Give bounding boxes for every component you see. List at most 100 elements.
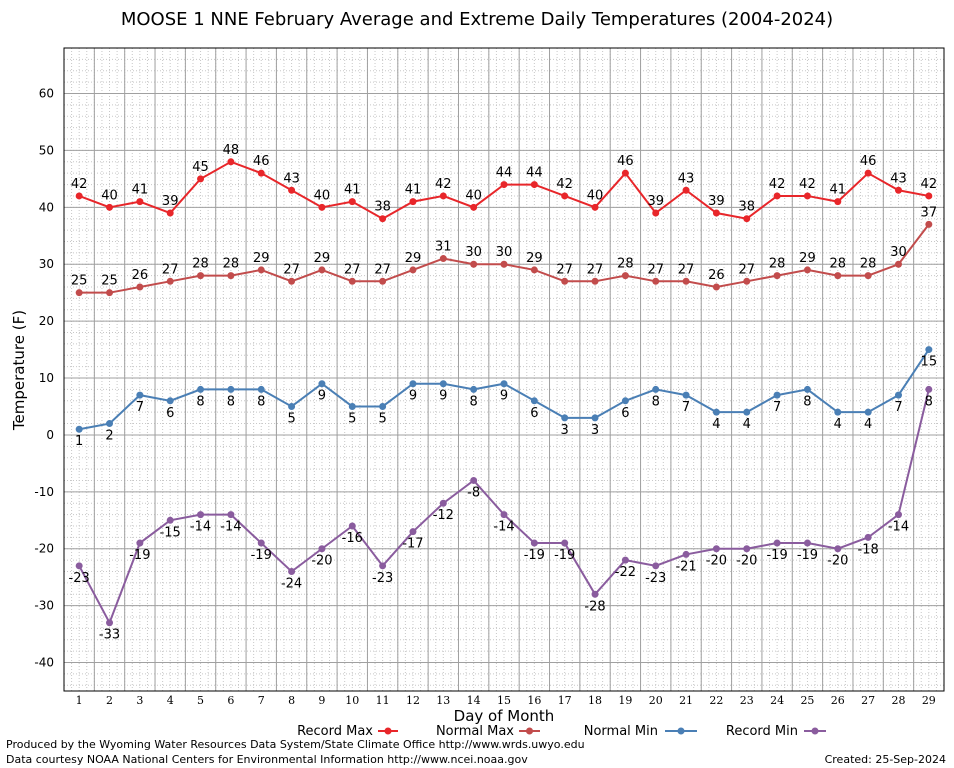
x-tick-label: 25: [800, 694, 814, 707]
data-label: 29: [253, 251, 270, 266]
data-label: 46: [860, 154, 877, 169]
data-label: 5: [378, 411, 386, 426]
data-label: -20: [736, 554, 757, 569]
data-point: [500, 511, 508, 519]
data-label: 30: [890, 245, 907, 260]
data-point: [348, 277, 356, 285]
x-tick-label: 18: [588, 694, 602, 707]
series-line: [78, 389, 930, 626]
data-point: [682, 186, 690, 194]
footer-data-courtesy: Data courtesy NOAA National Centers for …: [6, 753, 528, 766]
data-label: 42: [769, 177, 786, 192]
data-label: -19: [524, 548, 545, 563]
data-label: -15: [160, 525, 181, 540]
data-label: 3: [561, 423, 569, 438]
data-label: -18: [858, 542, 879, 557]
data-point: [379, 562, 387, 570]
data-point: [439, 255, 447, 263]
data-point: [803, 192, 811, 200]
data-label: -19: [251, 548, 272, 563]
data-point: [591, 414, 599, 422]
series-normal-min: 1 2 7 6 8 8 8 5 9 5 5 9 9 8 9 6 3 3 6 8 7 4 4 7 8 4 4 7 15: [75, 346, 937, 449]
chart-title: MOOSE 1 NNE February Average and Extreme…: [120, 9, 834, 30]
data-point: [166, 397, 174, 405]
data-point: [197, 511, 205, 519]
data-point: [530, 181, 538, 189]
legend-swatch-marker: [811, 727, 819, 735]
data-point: [621, 397, 629, 405]
data-label: 28: [860, 257, 877, 272]
data-point: [106, 619, 114, 627]
data-point: [166, 277, 174, 285]
data-point: [682, 277, 690, 285]
data-label: 8: [652, 394, 660, 409]
x-tick-label: 9: [318, 694, 325, 707]
data-point: [864, 169, 872, 177]
x-tick-label: 8: [288, 694, 295, 707]
data-point: [439, 192, 447, 200]
legend-swatch-marker: [677, 727, 685, 735]
series-record-max: 42 40 41 39 45 48 46 43 40 41 38 41 42 40 44 44 42 40 46 39…: [71, 143, 937, 223]
data-point: [470, 385, 478, 393]
x-tick-label: 3: [136, 694, 143, 707]
data-point: [379, 277, 387, 285]
data-label: 29: [526, 251, 543, 266]
y-tick-label: 40: [39, 200, 54, 214]
data-label: 26: [708, 268, 725, 283]
data-label: 26: [132, 268, 149, 283]
data-point: [743, 545, 751, 553]
x-axis-label: Day of Month: [454, 707, 555, 725]
legend-swatch-marker: [526, 727, 533, 735]
data-point: [288, 402, 296, 410]
y-tick-label: -20: [34, 542, 54, 556]
data-point: [470, 260, 478, 268]
data-label: 43: [678, 171, 695, 186]
data-point: [470, 203, 478, 211]
data-point: [561, 414, 569, 422]
data-point: [106, 420, 114, 428]
data-label: 37: [921, 205, 938, 220]
data-point: [864, 408, 872, 416]
data-point: [925, 192, 933, 200]
data-point: [561, 277, 569, 285]
data-point: [652, 209, 660, 217]
y-tick-label: -10: [34, 485, 54, 499]
data-label: -19: [554, 548, 575, 563]
data-label: 29: [799, 251, 816, 266]
data-label: 15: [921, 355, 938, 370]
data-label: 29: [405, 251, 422, 266]
data-point: [621, 556, 629, 564]
data-label: 30: [465, 245, 482, 260]
x-tick-label: 28: [891, 694, 905, 707]
data-point: [803, 385, 811, 393]
data-label: -12: [433, 508, 454, 523]
data-point: [652, 277, 660, 285]
data-label: 3: [591, 423, 599, 438]
data-point: [197, 385, 205, 393]
data-point: [257, 266, 265, 274]
data-point: [257, 539, 265, 547]
x-tick-label: 2: [106, 694, 113, 707]
data-point: [75, 192, 83, 200]
data-point: [834, 272, 842, 280]
data-point: [864, 272, 872, 280]
y-tick-label: 20: [39, 314, 54, 328]
data-point: [136, 283, 144, 291]
data-label: 28: [223, 257, 240, 272]
data-label: -22: [615, 565, 636, 580]
data-label: 9: [318, 389, 326, 404]
x-tick-label: 7: [258, 694, 265, 707]
x-tick-label: 15: [497, 694, 511, 707]
data-point: [318, 545, 326, 553]
data-point: [743, 277, 751, 285]
data-label: 8: [803, 394, 811, 409]
data-point: [166, 209, 174, 217]
data-label: 48: [223, 143, 240, 158]
x-tick-label: 14: [467, 694, 481, 707]
data-point: [379, 402, 387, 410]
data-point: [925, 346, 933, 354]
data-label: 6: [621, 406, 629, 421]
data-point: [803, 266, 811, 274]
data-point: [439, 380, 447, 388]
data-label: 38: [374, 200, 391, 215]
